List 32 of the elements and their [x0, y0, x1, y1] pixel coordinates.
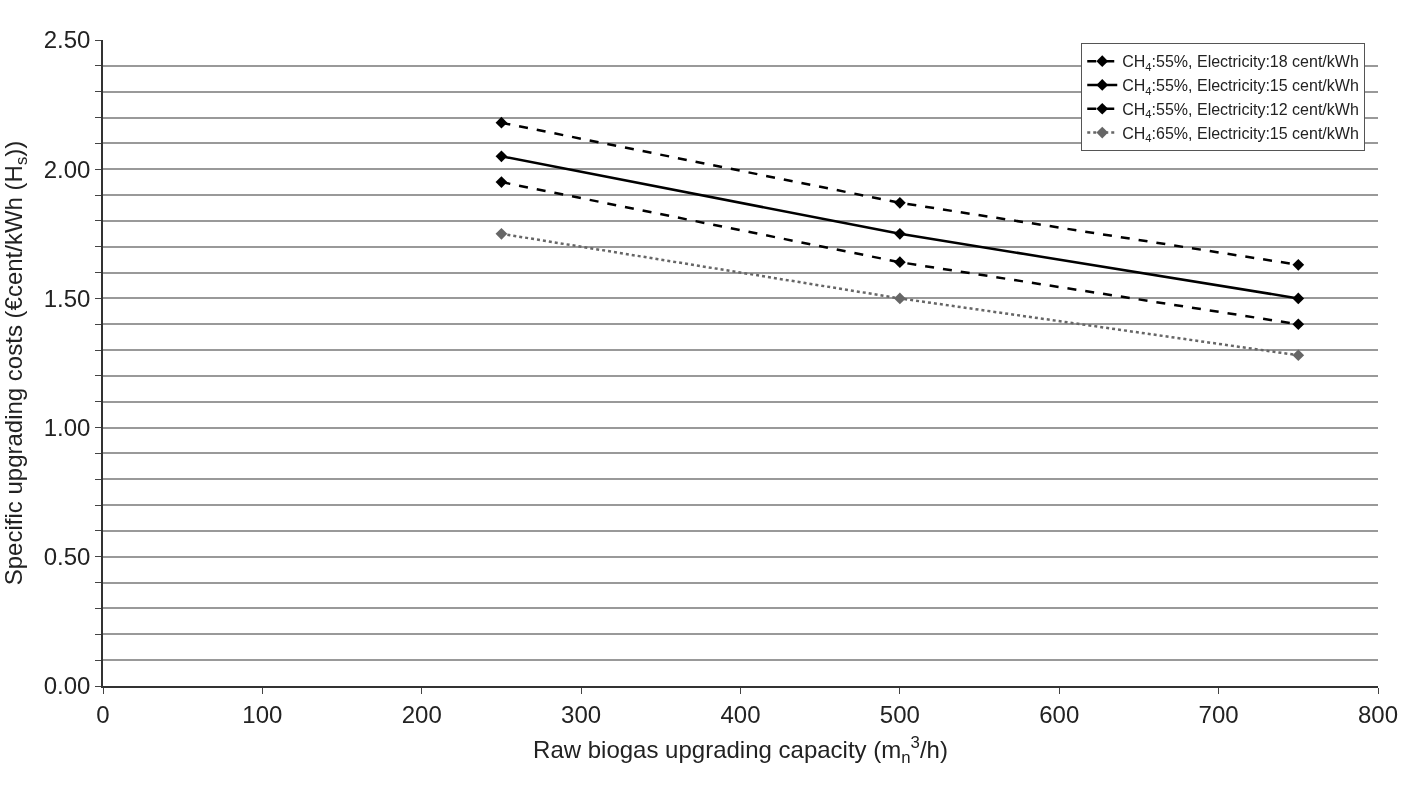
x-axis-title: Raw biogas upgrading capacity (m$_{n}$$^{3}$/h) [533, 733, 948, 768]
x-tick-label: 400 [720, 700, 761, 728]
y-tick-label: 0.00 [43, 672, 91, 700]
x-tick-label: 500 [879, 700, 920, 728]
point [1292, 318, 1305, 331]
point [1292, 349, 1305, 362]
point [495, 227, 508, 240]
y-tick-label: 2.00 [43, 155, 91, 183]
x-tick-label: 300 [561, 700, 602, 728]
point [894, 227, 906, 240]
point [894, 196, 906, 209]
y-tick-label: 1.50 [43, 284, 91, 312]
point [894, 256, 906, 269]
point [1292, 258, 1305, 271]
x-tick-label: 0 [96, 700, 110, 728]
y-tick-label: 1.00 [43, 414, 91, 441]
point [495, 150, 508, 163]
x-tick-label: 800 [1357, 700, 1399, 728]
legend-label: CH$_{4}$:55%, Electricity:12 cent/kWh [1122, 100, 1359, 121]
y-tick-label: 0.50 [43, 543, 91, 571]
point [1292, 292, 1305, 305]
legend-label: CH$_{4}$:55%, Electricity:15 cent/kWh [1122, 77, 1359, 97]
legend-label: CH$_{4}$:55%, Electricity:18 cent/kWh [1122, 53, 1359, 73]
x-tick-label: 200 [401, 700, 442, 728]
point [495, 176, 508, 188]
point [894, 292, 906, 305]
x-tick-label: 600 [1039, 700, 1080, 728]
legend-label: CH$_{4}$:65%, Electricity:15 cent/kWh [1122, 124, 1359, 145]
y-tick-label: 2.50 [43, 26, 91, 54]
point [495, 116, 508, 129]
x-tick-label: 700 [1198, 700, 1239, 728]
x-tick-label: 100 [242, 700, 283, 728]
